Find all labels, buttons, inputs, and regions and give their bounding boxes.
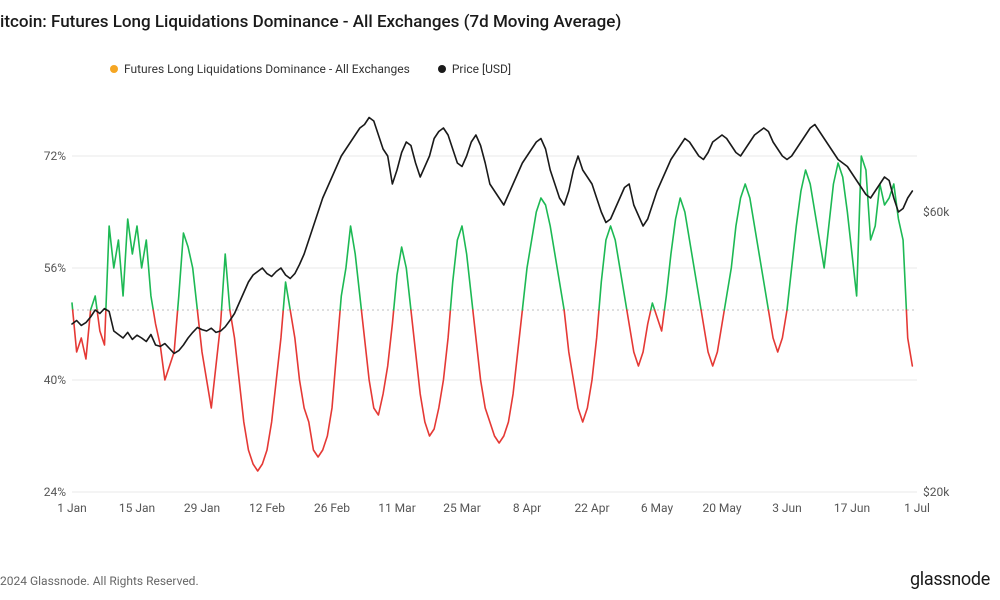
- svg-text:8 Apr: 8 Apr: [513, 501, 541, 515]
- svg-text:12 Feb: 12 Feb: [249, 501, 285, 515]
- svg-text:15 Jan: 15 Jan: [119, 501, 155, 515]
- svg-text:$60k: $60k: [923, 205, 950, 219]
- legend: Futures Long Liquidations Dominance - Al…: [110, 62, 511, 76]
- svg-text:25 Mar: 25 Mar: [443, 501, 481, 515]
- chart-title: itcoin: Futures Long Liquidations Domina…: [0, 12, 621, 32]
- legend-dot-price: [438, 65, 446, 73]
- svg-text:$20k: $20k: [923, 485, 950, 499]
- legend-label-price: Price [USD]: [452, 62, 511, 76]
- svg-text:24%: 24%: [44, 485, 66, 499]
- chart-area: 24% 40% 56% 72% $20k $60k 1 Jan 15 Jan 29 Jan 12 …: [42, 90, 962, 520]
- footer-copyright: 2024 Glassnode. All Rights Reserved.: [0, 574, 199, 588]
- svg-text:26 Feb: 26 Feb: [314, 501, 350, 515]
- chart-svg: 24% 40% 56% 72% $20k $60k 1 Jan 15 Jan 29 Jan 12 …: [42, 90, 962, 520]
- svg-text:29 Jan: 29 Jan: [184, 501, 220, 515]
- brand-logo: glassnode: [910, 569, 990, 590]
- svg-text:11 Mar: 11 Mar: [378, 501, 416, 515]
- svg-text:56%: 56%: [44, 261, 66, 275]
- svg-text:17 Jun: 17 Jun: [834, 501, 870, 515]
- svg-text:40%: 40%: [44, 373, 66, 387]
- legend-dot-dominance: [110, 65, 118, 73]
- svg-text:3 Jun: 3 Jun: [772, 501, 802, 515]
- svg-text:72%: 72%: [44, 149, 66, 163]
- svg-text:20 May: 20 May: [702, 501, 741, 515]
- svg-text:1 Jul: 1 Jul: [904, 501, 930, 515]
- svg-text:22 Apr: 22 Apr: [574, 501, 609, 515]
- svg-text:6 May: 6 May: [641, 501, 674, 515]
- legend-label-dominance: Futures Long Liquidations Dominance - Al…: [124, 62, 410, 76]
- legend-item-price: Price [USD]: [438, 62, 511, 76]
- svg-text:1 Jan: 1 Jan: [57, 501, 87, 515]
- legend-item-dominance: Futures Long Liquidations Dominance - Al…: [110, 62, 410, 76]
